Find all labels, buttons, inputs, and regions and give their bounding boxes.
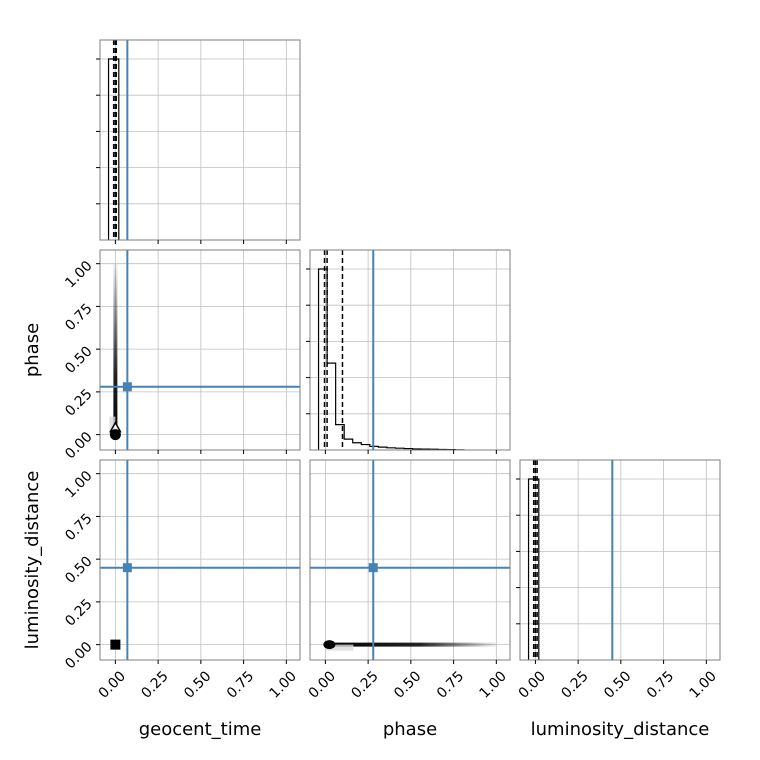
grid-layer xyxy=(100,40,720,660)
panel-background xyxy=(100,250,300,450)
y-tick-label: 0.75 xyxy=(62,511,95,544)
truth-layer xyxy=(100,40,614,660)
frame-layer xyxy=(99,39,721,661)
truth-marker xyxy=(368,563,378,573)
label-layer: geocent_time phase luminosity_distancephas… xyxy=(22,323,709,740)
x-tick-label: 0.00 xyxy=(516,668,549,701)
panel-frame xyxy=(99,39,301,241)
panel-background xyxy=(310,460,510,660)
x-tick-label: 0.75 xyxy=(434,668,467,701)
scatter-2d xyxy=(109,263,122,441)
y-axis-label: luminosity_distance xyxy=(22,471,43,650)
x-tick-label: 0.25 xyxy=(348,668,381,701)
x-tick-label: 0.50 xyxy=(391,668,424,701)
x-tick-label: 0.00 xyxy=(306,668,339,701)
x-axis-label: geocent_time xyxy=(139,719,262,740)
y-tick-label: 1.00 xyxy=(62,468,95,501)
scatter-points xyxy=(325,642,497,647)
y-tick-label: 1.00 xyxy=(62,258,95,291)
scatter-halo xyxy=(109,416,116,435)
panel-background xyxy=(520,460,720,660)
panel-frame xyxy=(519,459,721,661)
panel-frame xyxy=(309,249,511,451)
y-tick-label: 0.00 xyxy=(62,429,95,462)
histogram-step xyxy=(317,268,465,450)
density-core xyxy=(110,639,121,650)
x-tick-label: 0.50 xyxy=(601,668,634,701)
x-tick-label: 1.00 xyxy=(267,668,300,701)
x-tick-label: 0.25 xyxy=(138,668,171,701)
y-axis-label: phase xyxy=(22,323,43,377)
panel-frame xyxy=(99,249,301,451)
x-tick-label: 0.50 xyxy=(181,668,214,701)
scatter-points xyxy=(113,263,118,435)
panel-background xyxy=(100,40,300,240)
density-core xyxy=(109,429,121,441)
scatter-2d xyxy=(110,639,121,650)
y-tick-label: 0.50 xyxy=(62,553,95,586)
scatter-halo xyxy=(325,644,354,651)
panel-frame xyxy=(309,459,511,661)
truth-marker xyxy=(122,563,132,573)
y-tick-label: 0.25 xyxy=(62,596,95,629)
truth-marker xyxy=(122,382,132,392)
x-axis-label: phase xyxy=(383,719,437,740)
y-tick-label: 0.25 xyxy=(62,386,95,419)
panel-background xyxy=(100,460,300,660)
x-axis-label: luminosity_distance xyxy=(531,719,710,740)
x-tick-label: 0.75 xyxy=(224,668,257,701)
y-tick-label: 0.50 xyxy=(62,343,95,376)
y-tick-label: 0.75 xyxy=(62,301,95,334)
panel-background xyxy=(310,250,510,450)
data-layer xyxy=(107,40,540,660)
x-tick-label: 1.00 xyxy=(477,668,510,701)
x-tick-label: 0.00 xyxy=(96,668,129,701)
x-tick-label: 0.25 xyxy=(558,668,591,701)
density-core xyxy=(323,640,336,650)
scatter-2d xyxy=(323,640,497,651)
x-tick-label: 1.00 xyxy=(687,668,720,701)
x-tick-label: 0.75 xyxy=(644,668,677,701)
y-tick-label: 0.00 xyxy=(62,639,95,672)
panel-frame xyxy=(99,459,301,661)
